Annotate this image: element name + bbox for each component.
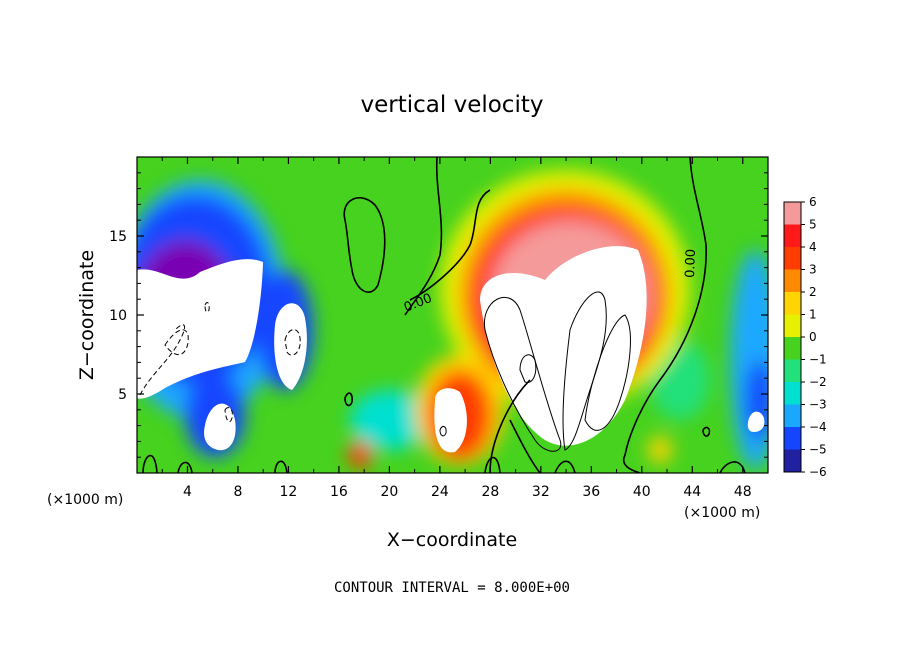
x-tick-label: 16 (330, 484, 348, 500)
colorbar-label: −5 (809, 443, 827, 457)
colorbar-swatch (784, 247, 801, 270)
colorbar-swatch (784, 337, 801, 360)
x-tick-label: 40 (633, 484, 651, 500)
colorbar-swatch (784, 449, 801, 473)
y-ticks: 5 10 15 (109, 172, 768, 458)
contour-lines (142, 157, 746, 473)
colorbar-swatch (784, 359, 801, 383)
updraft-core (480, 246, 647, 446)
colorbar-label: 2 (809, 285, 817, 299)
colorbar-label: −2 (809, 375, 827, 389)
x-tick-label: 4 (183, 484, 192, 500)
x-tick-label: 48 (734, 484, 752, 500)
colorbar-label: 4 (809, 240, 817, 254)
colorbar-label: −1 (809, 353, 827, 367)
colorbar-swatch (784, 202, 801, 225)
x-units-left: (×1000 m) (47, 492, 123, 508)
x-tick-label: 36 (582, 484, 600, 500)
y-tick-label: 15 (109, 229, 127, 245)
x-tick-label: 24 (431, 484, 449, 500)
x-tick-label: 28 (481, 484, 499, 500)
x-tick-label: 20 (380, 484, 398, 500)
colorbar-label: −6 (809, 465, 827, 479)
colorbar-label: 5 (809, 218, 817, 232)
colorbar-label: 3 (809, 263, 817, 277)
downdraft-core-2 (274, 303, 307, 390)
colorbar-label: 1 (809, 308, 817, 322)
x-tick-label: 8 (233, 484, 242, 500)
x-axis-label: X−coordinate (387, 529, 517, 551)
colorbar-swatch (784, 404, 801, 428)
y-tick-label: 10 (109, 308, 127, 324)
colorbar-swatch (784, 269, 801, 293)
x-tick-label: 12 (280, 484, 298, 500)
colorbar-swatch (784, 292, 801, 315)
y-tick-label: 5 (118, 387, 127, 403)
colorbar-swatch (784, 427, 801, 450)
downdraft-core (137, 259, 263, 399)
colorbar: 6 5 4 3 2 1 0 −1 −2 −3 −4 −5 −6 (783, 195, 827, 479)
downdraft-core-4 (747, 411, 765, 432)
x-tick-label: 32 (532, 484, 550, 500)
contour-lines-positive (439, 291, 631, 452)
x-ticks: 4 8 12 16 20 24 28 32 36 40 44 48 (161, 157, 752, 500)
colorbar-swatch (784, 224, 801, 248)
colorbar-swatch (784, 382, 801, 405)
y-axis-label: Z−coordinate (76, 250, 98, 380)
updraft-core-2 (434, 388, 467, 453)
colorbar-swatch (784, 314, 801, 338)
plot-area: 0.00 0.00 (137, 157, 768, 473)
colorbar-label: −4 (809, 420, 827, 434)
contour-interval-footer: CONTOUR INTERVAL = 8.000E+00 (334, 580, 570, 596)
colorbar-label: −3 (809, 398, 827, 412)
contour-label: 0.00 (683, 249, 699, 278)
colorbar-label: 0 (809, 330, 817, 344)
x-units-right: (×1000 m) (684, 505, 760, 521)
downdraft-core-3 (204, 403, 236, 451)
contour-lines-negative (139, 302, 301, 423)
x-tick-label: 44 (683, 484, 701, 500)
chart-title: vertical velocity (361, 92, 544, 118)
colorbar-label: 6 (809, 195, 817, 209)
